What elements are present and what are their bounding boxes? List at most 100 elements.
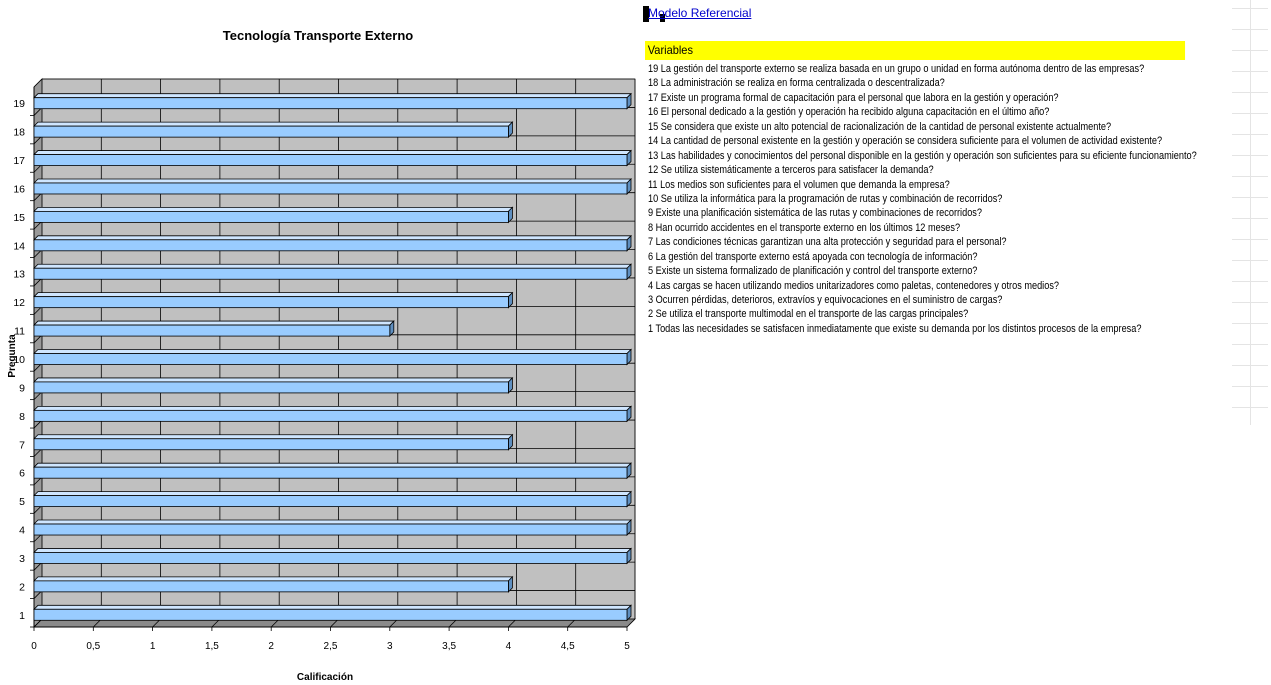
x-axis-label: Calificación — [297, 672, 353, 683]
link-marker-right — [660, 14, 665, 22]
variable-item: 10 Se utiliza la informática para la pro… — [648, 192, 1003, 205]
y-tick-label: 10 — [13, 354, 25, 366]
variable-item: 7 Las condiciones técnicas garantizan un… — [648, 236, 1007, 249]
bar-top — [33, 604, 632, 610]
bar — [33, 210, 509, 223]
bar — [33, 154, 628, 166]
bar — [33, 466, 628, 479]
x-tick-label: 1,5 — [205, 641, 219, 652]
x-tick-label: 0 — [31, 641, 37, 652]
bar-top — [33, 121, 514, 127]
bar-top — [33, 292, 514, 298]
y-tick-label: 18 — [13, 127, 25, 139]
bar — [33, 523, 628, 536]
x-gridline-floor — [626, 618, 636, 628]
bar — [33, 438, 509, 451]
y-axis-label: Pregunta — [7, 334, 18, 378]
bar-top — [33, 519, 632, 525]
bar — [33, 608, 628, 621]
variable-item: 8 Han ocurrido accidentes en el transpor… — [648, 221, 961, 234]
variable-item: 12 Se utiliza sistemáticamente a tercero… — [648, 164, 934, 177]
bar — [33, 182, 628, 195]
y-tick-label: 16 — [13, 183, 25, 195]
y-tick-label: 13 — [13, 269, 25, 281]
variable-item: 18 La administración se realiza en forma… — [648, 77, 945, 90]
x-tick-label: 1 — [150, 641, 156, 652]
x-tick-label: 2 — [268, 641, 274, 652]
y-tick-label: 11 — [14, 326, 25, 338]
variable-item: 19 La gestión del transporte externo se … — [648, 63, 1145, 75]
variable-item: 15 Se considera que existe un alto poten… — [648, 120, 1112, 133]
chart-title: Tecnología Transporte Externo — [223, 28, 414, 43]
y-tick-label: 14 — [13, 240, 25, 252]
bar — [33, 239, 628, 252]
bar — [33, 495, 628, 508]
y-tick-label: 6 — [19, 468, 25, 480]
x-tick-label: 2,5 — [324, 641, 338, 652]
bar — [33, 580, 509, 593]
bar-top — [33, 263, 632, 269]
variables-list: 19 La gestión del transporte externo se … — [648, 62, 1271, 336]
bar-top — [33, 377, 514, 383]
y-tick-label: 12 — [13, 297, 25, 309]
spreadsheet-gridlines — [1232, 0, 1271, 425]
variable-item: 6 La gestión del transporte externo está… — [648, 250, 978, 263]
variables-header: Variables — [645, 41, 1186, 60]
variable-item: 16 El personal dedicado a la gestión y o… — [648, 106, 1050, 119]
variable-item: 14 La cantidad de personal existente en … — [648, 135, 1163, 148]
bar — [33, 409, 628, 422]
bar-top — [33, 320, 395, 326]
bar-top — [33, 178, 632, 184]
variable-item: 1 Todas las necesidades se satisfacen in… — [648, 322, 1142, 335]
bar-top — [33, 491, 632, 497]
bar — [33, 324, 391, 337]
bar-top — [33, 235, 632, 241]
bar — [33, 381, 509, 394]
variable-item: 4 Las cargas se hacen utilizando medios … — [648, 279, 1060, 292]
x-tick-label: 0,5 — [86, 641, 100, 652]
variable-item: 9 Existe una planificación sistemática d… — [648, 207, 982, 220]
y-tick-label: 1 — [19, 610, 25, 622]
x-tick-label: 3,5 — [442, 641, 456, 652]
y-gridline-side — [33, 78, 43, 88]
bar — [33, 97, 628, 110]
y-tick-label: 3 — [19, 553, 25, 565]
y-tick-label: 9 — [19, 382, 25, 394]
bar-top — [33, 349, 632, 354]
y-tick-label: 5 — [19, 496, 25, 508]
bar-top — [33, 93, 632, 99]
variable-item: 13 Las habilidades y conocimientos del p… — [648, 149, 1197, 162]
variable-item: 3 Ocurren pérdidas, deterioros, extravío… — [648, 294, 1003, 306]
y-tick-label: 7 — [19, 439, 25, 451]
bar — [33, 296, 509, 309]
bar — [33, 552, 628, 564]
bar-top — [33, 206, 514, 212]
y-tick-label: 15 — [13, 212, 25, 224]
y-tick-label: 17 — [13, 155, 25, 167]
y-tick-label: 2 — [19, 581, 25, 593]
x-tick-label: 4,5 — [561, 641, 575, 652]
x-tick-label: 4 — [506, 641, 512, 652]
bar-top — [33, 462, 632, 468]
bar-top — [33, 548, 632, 553]
bar-top — [33, 150, 632, 155]
bar — [33, 353, 628, 365]
bar — [33, 125, 509, 138]
y-tick-label: 19 — [13, 98, 25, 110]
y-tick-label: 4 — [19, 525, 25, 537]
variable-item: 2 Se utiliza el transporte multimodal en… — [648, 308, 969, 321]
bar-top — [33, 405, 632, 411]
y-tick-label: 8 — [19, 411, 25, 423]
variable-item: 17 Existe un programa formal de capacita… — [648, 91, 1059, 104]
link-marker-left — [643, 6, 649, 22]
x-tick-label: 5 — [624, 641, 630, 652]
bar-top — [33, 576, 514, 582]
variable-item: 5 Existe un sistema formalizado de plani… — [648, 265, 978, 278]
x-tick-label: 3 — [387, 641, 393, 652]
bar — [33, 267, 628, 280]
variable-item: 11 Los medios son suficientes para el vo… — [648, 178, 950, 191]
modelo-referencial-link[interactable]: Modelo Referencial — [648, 6, 752, 20]
bar-top — [33, 434, 514, 440]
